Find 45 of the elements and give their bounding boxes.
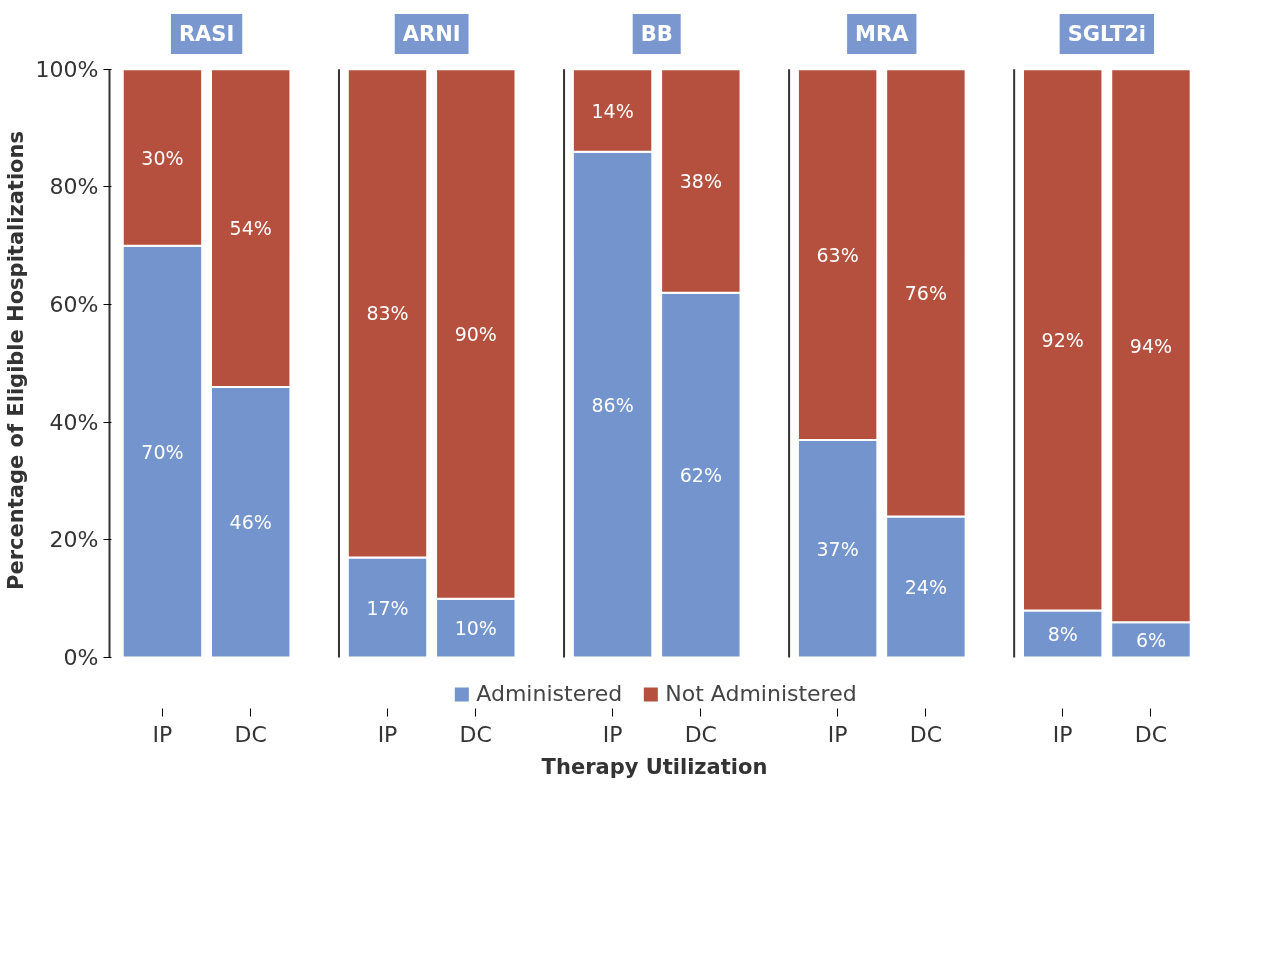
data-label: 62% [679,464,722,487]
x-tick-label: DC [1134,721,1168,747]
chart-title: SGLT2i [1067,22,1147,47]
chart-title: RASI [178,22,235,47]
legend-label: Administered [476,681,623,706]
data-label: 54% [229,217,272,240]
y-tick-label: 100% [35,56,99,82]
y-tick-label: 20% [49,527,99,553]
data-label: 86% [591,393,634,416]
x-axis-title: Therapy Utilization [541,754,768,779]
data-label: 63% [816,243,859,266]
chart-title: BB [640,22,673,47]
data-label: 30% [141,146,184,169]
x-tick-label: IP [827,721,848,747]
data-label: 83% [366,302,409,325]
data-label: 76% [904,281,948,304]
data-label: 37% [816,537,859,560]
data-label: 90% [454,323,497,346]
data-label: 8% [1047,623,1078,646]
y-tick-label: 40% [49,409,99,435]
x-tick-label: DC [909,721,943,747]
data-label: 24% [904,575,948,598]
data-label: 38% [679,170,722,193]
data-label: 6% [1135,628,1167,651]
x-tick-label: DC [684,721,717,747]
data-label: 46% [229,511,272,534]
y-tick-label: 80% [49,174,99,200]
data-label: 94% [1129,334,1173,357]
data-label: 92% [1041,328,1084,351]
x-tick-label: IP [377,721,398,747]
data-label: 14% [591,99,634,122]
legend-label: Not Administered [665,681,857,706]
chart-title: ARNI [402,22,461,47]
y-axis-title: Percentage of Eligible Hospitalizations [3,131,28,590]
x-tick-label: DC [459,721,492,747]
data-label: 70% [141,440,184,463]
x-tick-label: IP [602,721,623,747]
x-tick-label: IP [152,721,173,747]
data-label: 10% [454,617,497,640]
x-tick-label: IP [1052,721,1073,747]
chart-title: MRA [855,22,910,47]
y-tick-label: 60% [49,292,99,318]
data-label: 17% [366,596,409,619]
x-tick-label: DC [234,721,267,747]
y-tick-label: 0% [63,645,99,671]
